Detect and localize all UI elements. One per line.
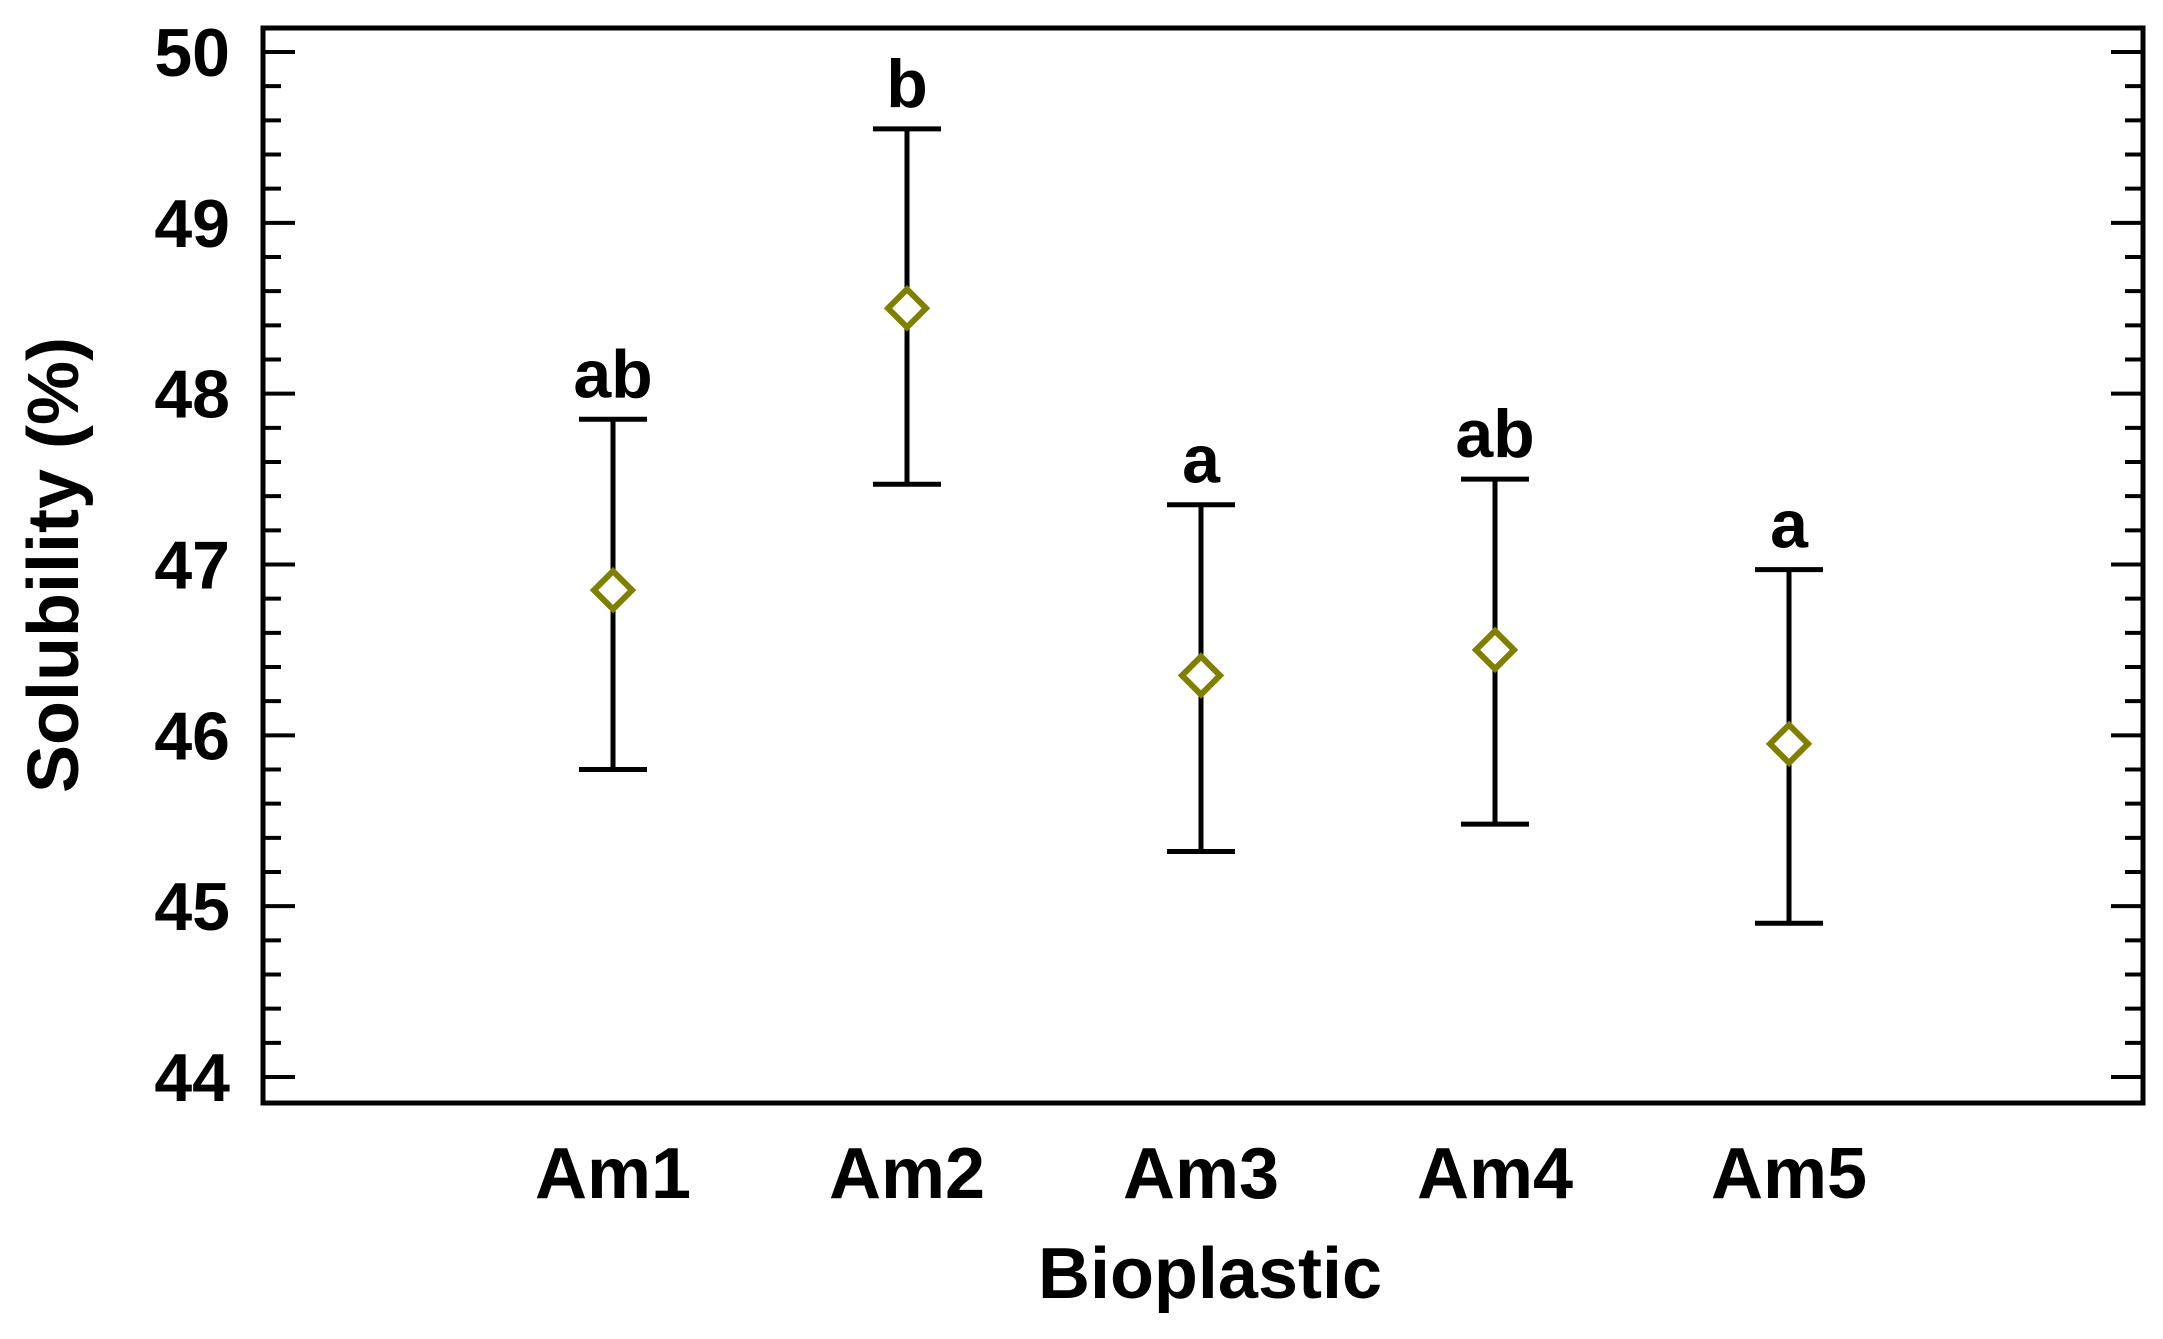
y-tick-label: 44 bbox=[154, 1040, 230, 1116]
x-tick-label: Am4 bbox=[1417, 1134, 1573, 1214]
plot-frame bbox=[260, 25, 2146, 1106]
y-axis-title: Solubility (%) bbox=[14, 337, 94, 793]
y-tick-label: 47 bbox=[154, 528, 230, 604]
axis-labels: 44 45 46 47 48 49 50 Am1 Am2 Am3 Am4 Am5 ab b a ab a bbox=[154, 15, 1867, 1214]
data-point-marker bbox=[1177, 652, 1225, 699]
y-tick-label: 48 bbox=[154, 357, 230, 433]
data-point-marker bbox=[1765, 720, 1813, 768]
y-tick-label: 49 bbox=[154, 186, 230, 262]
y-tick-label: 45 bbox=[154, 869, 230, 945]
y-tick-label: 50 bbox=[154, 15, 230, 91]
x-tick-label: Am1 bbox=[535, 1134, 691, 1214]
group-letter-label: ab bbox=[573, 336, 652, 412]
axis-ticks bbox=[263, 50, 2143, 1079]
group-letter-label: a bbox=[1770, 487, 1809, 563]
group-letter-label: ab bbox=[1455, 396, 1534, 472]
y-tick-label: 46 bbox=[154, 698, 230, 774]
data-marks bbox=[579, 126, 1823, 926]
data-point-marker bbox=[589, 566, 637, 614]
group-letter-label: b bbox=[886, 46, 928, 122]
group-letter-label: a bbox=[1182, 422, 1221, 498]
x-tick-label: Am3 bbox=[1123, 1134, 1279, 1214]
x-tick-label: Am5 bbox=[1711, 1134, 1867, 1214]
x-tick-label: Am2 bbox=[829, 1134, 985, 1214]
data-point-marker bbox=[1471, 626, 1519, 674]
data-point-marker bbox=[883, 285, 931, 332]
x-axis-title: Bioplastic bbox=[1038, 1234, 1382, 1314]
